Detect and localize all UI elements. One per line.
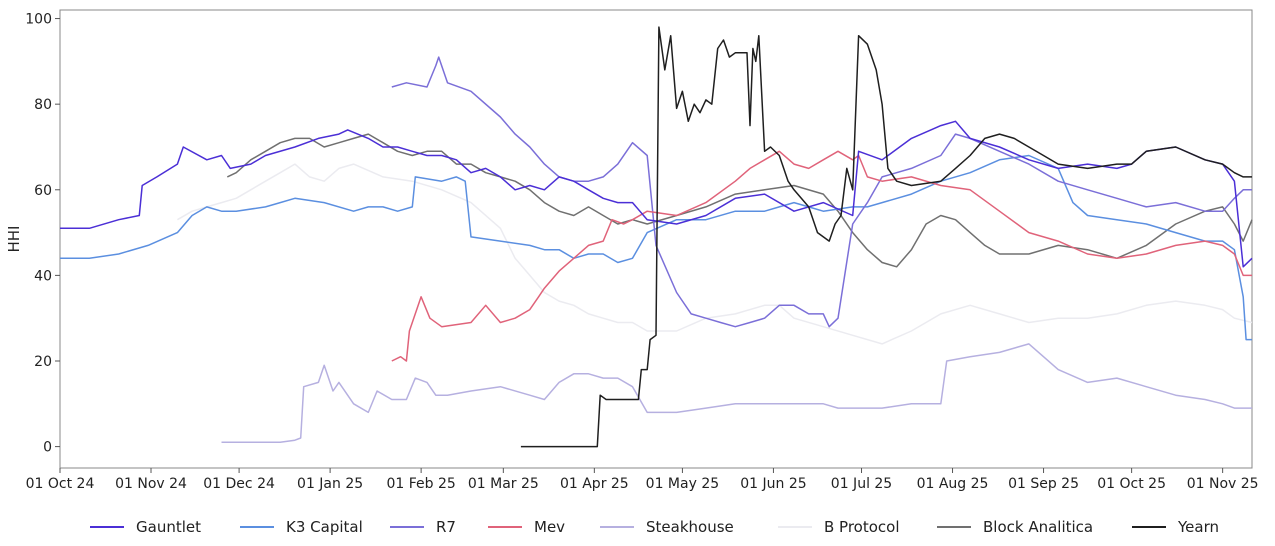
legend-item-b-protocol: B Protocol xyxy=(778,518,900,536)
x-tick-label: 01 Nov 25 xyxy=(1187,476,1259,492)
legend-item-r7: R7 xyxy=(390,518,456,536)
legend-label: R7 xyxy=(436,518,456,536)
x-tick-label: 01 Jul 25 xyxy=(831,476,892,492)
x-tick-label: 01 Feb 25 xyxy=(386,476,455,492)
x-tick-label: 01 May 25 xyxy=(646,476,719,492)
y-axis: 0 20 40 60 80 100 xyxy=(25,12,60,456)
series-line-yearn xyxy=(521,27,1252,447)
x-tick-label: 01 Sep 25 xyxy=(1008,476,1079,492)
y-tick-label: 20 xyxy=(34,354,52,370)
legend-item-steakhouse: Steakhouse xyxy=(600,518,734,536)
x-tick-label: 01 Nov 24 xyxy=(115,476,187,492)
legend-label: Mev xyxy=(534,518,565,536)
x-tick-label: 01 Oct 25 xyxy=(1097,476,1166,492)
y-axis-title: HHI xyxy=(5,226,23,253)
legend-label: K3 Capital xyxy=(286,518,363,536)
legend-label: B Protocol xyxy=(824,518,900,536)
x-tick-label: 01 Jan 25 xyxy=(297,476,363,492)
series-line-block-analitica xyxy=(227,134,1252,267)
x-tick-label: 01 Mar 25 xyxy=(468,476,539,492)
series-line-r7 xyxy=(392,57,1252,327)
x-axis: 01 Oct 24 01 Nov 24 01 Dec 24 01 Jan 25 01 F… xyxy=(26,468,1259,492)
hhi-line-chart: 0 20 40 60 80 100 01 Oct 24 01 Nov 24 01 Dec 24… xyxy=(0,0,1275,546)
x-tick-label: 01 Jun 25 xyxy=(740,476,806,492)
legend-item-block-analitica: Block Analitica xyxy=(937,518,1093,536)
legend-item-mev: Mev xyxy=(488,518,565,536)
x-tick-label: 01 Apr 25 xyxy=(560,476,629,492)
legend-label: Yearn xyxy=(1177,518,1219,536)
x-tick-label: 01 Aug 25 xyxy=(917,476,989,492)
x-tick-label: 01 Dec 24 xyxy=(203,476,275,492)
y-tick-label: 80 xyxy=(34,97,52,113)
legend-item-yearn: Yearn xyxy=(1132,518,1219,536)
legend-item-k3-capital: K3 Capital xyxy=(240,518,363,536)
series-line-steakhouse xyxy=(222,344,1253,442)
y-tick-label: 0 xyxy=(43,440,52,456)
y-tick-label: 40 xyxy=(34,268,52,284)
y-tick-label: 100 xyxy=(25,12,52,28)
legend: Gauntlet K3 Capital R7 Mev Steakhouse B Proto… xyxy=(90,518,1219,536)
legend-label: Block Analitica xyxy=(983,518,1093,536)
series-lines xyxy=(60,27,1252,447)
x-tick-label: 01 Oct 24 xyxy=(26,476,95,492)
legend-item-gauntlet: Gauntlet xyxy=(90,518,201,536)
legend-label: Steakhouse xyxy=(646,518,734,536)
legend-label: Gauntlet xyxy=(136,518,201,536)
y-tick-label: 60 xyxy=(34,183,52,199)
